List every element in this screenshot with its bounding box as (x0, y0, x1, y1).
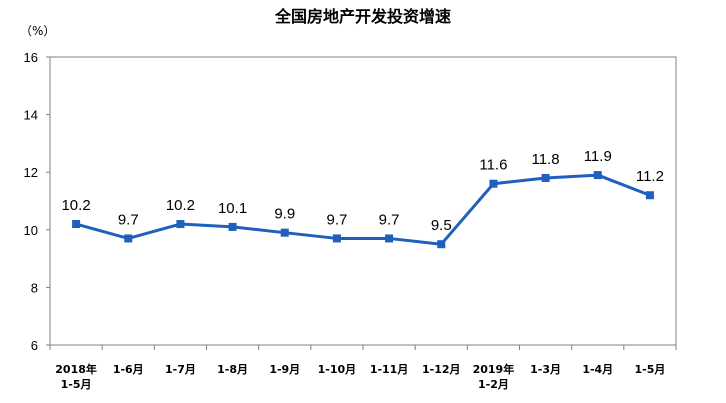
data-label: 10.2 (61, 197, 90, 214)
x-tick-label: 1-11月 (370, 363, 409, 376)
data-point (228, 222, 237, 231)
x-tick-label: 1-12月 (422, 363, 461, 376)
y-tick-label: 14 (24, 108, 38, 123)
data-point (280, 228, 289, 237)
x-tick-label: 1-4月 (582, 363, 613, 376)
x-tick-label: 1-8月 (217, 363, 248, 376)
data-label: 9.5 (431, 217, 452, 234)
data-label: 9.7 (118, 211, 139, 228)
x-tick-label: 1-6月 (113, 363, 144, 376)
data-point (72, 220, 81, 229)
data-labels: 10.2 9.7 10.2 10.1 9.9 9.7 9.7 9.5 11.6 11.8 11.9 1… (61, 148, 663, 234)
data-label: 9.9 (274, 206, 295, 223)
x-axis: 2018年 1-5月 1-6月 1-7月 1-8月 1-9月 1-10月 1-11月 1-12月… (49, 345, 677, 391)
data-point (645, 191, 654, 200)
y-tick-label: 10 (24, 223, 38, 238)
x-tick-label: 1-7月 (165, 363, 196, 376)
data-label: 11.9 (584, 148, 612, 165)
data-point (176, 220, 185, 229)
y-tick-label: 8 (31, 280, 38, 295)
data-point (332, 234, 341, 243)
x-tick-label: 2018年 1-5月 (55, 362, 97, 391)
series-line (75, 173, 651, 246)
data-point (541, 173, 550, 182)
data-label: 11.2 (636, 168, 664, 185)
chart-title: 全国房地产开发投资增速 (274, 7, 451, 26)
data-label: 9.7 (379, 211, 400, 228)
y-tick-label: 16 (24, 50, 38, 65)
y-axis: 6 8 10 12 14 16 (24, 50, 50, 353)
data-point (124, 234, 133, 243)
x-tick-label: 1-10月 (318, 363, 357, 376)
x-tick-label: 1-3月 (530, 363, 561, 376)
y-tick-label: 12 (24, 165, 38, 180)
data-label: 11.8 (532, 151, 560, 168)
x-tick-label: 1-9月 (269, 363, 300, 376)
x-tick-label: 2019年 1-2月 (473, 362, 515, 391)
data-label: 10.1 (218, 200, 247, 217)
x-tick-label: 1-5月 (634, 363, 665, 376)
data-label: 11.6 (479, 157, 507, 174)
data-point (385, 234, 394, 243)
data-label: 10.2 (166, 197, 195, 214)
data-label: 9.7 (326, 211, 347, 228)
y-unit-label: （%） (20, 24, 55, 38)
data-point (489, 179, 498, 188)
plot-frame (49, 56, 677, 346)
y-tick-label: 6 (31, 338, 38, 353)
series-markers (72, 171, 654, 249)
data-point (593, 171, 602, 180)
data-point (437, 240, 446, 249)
